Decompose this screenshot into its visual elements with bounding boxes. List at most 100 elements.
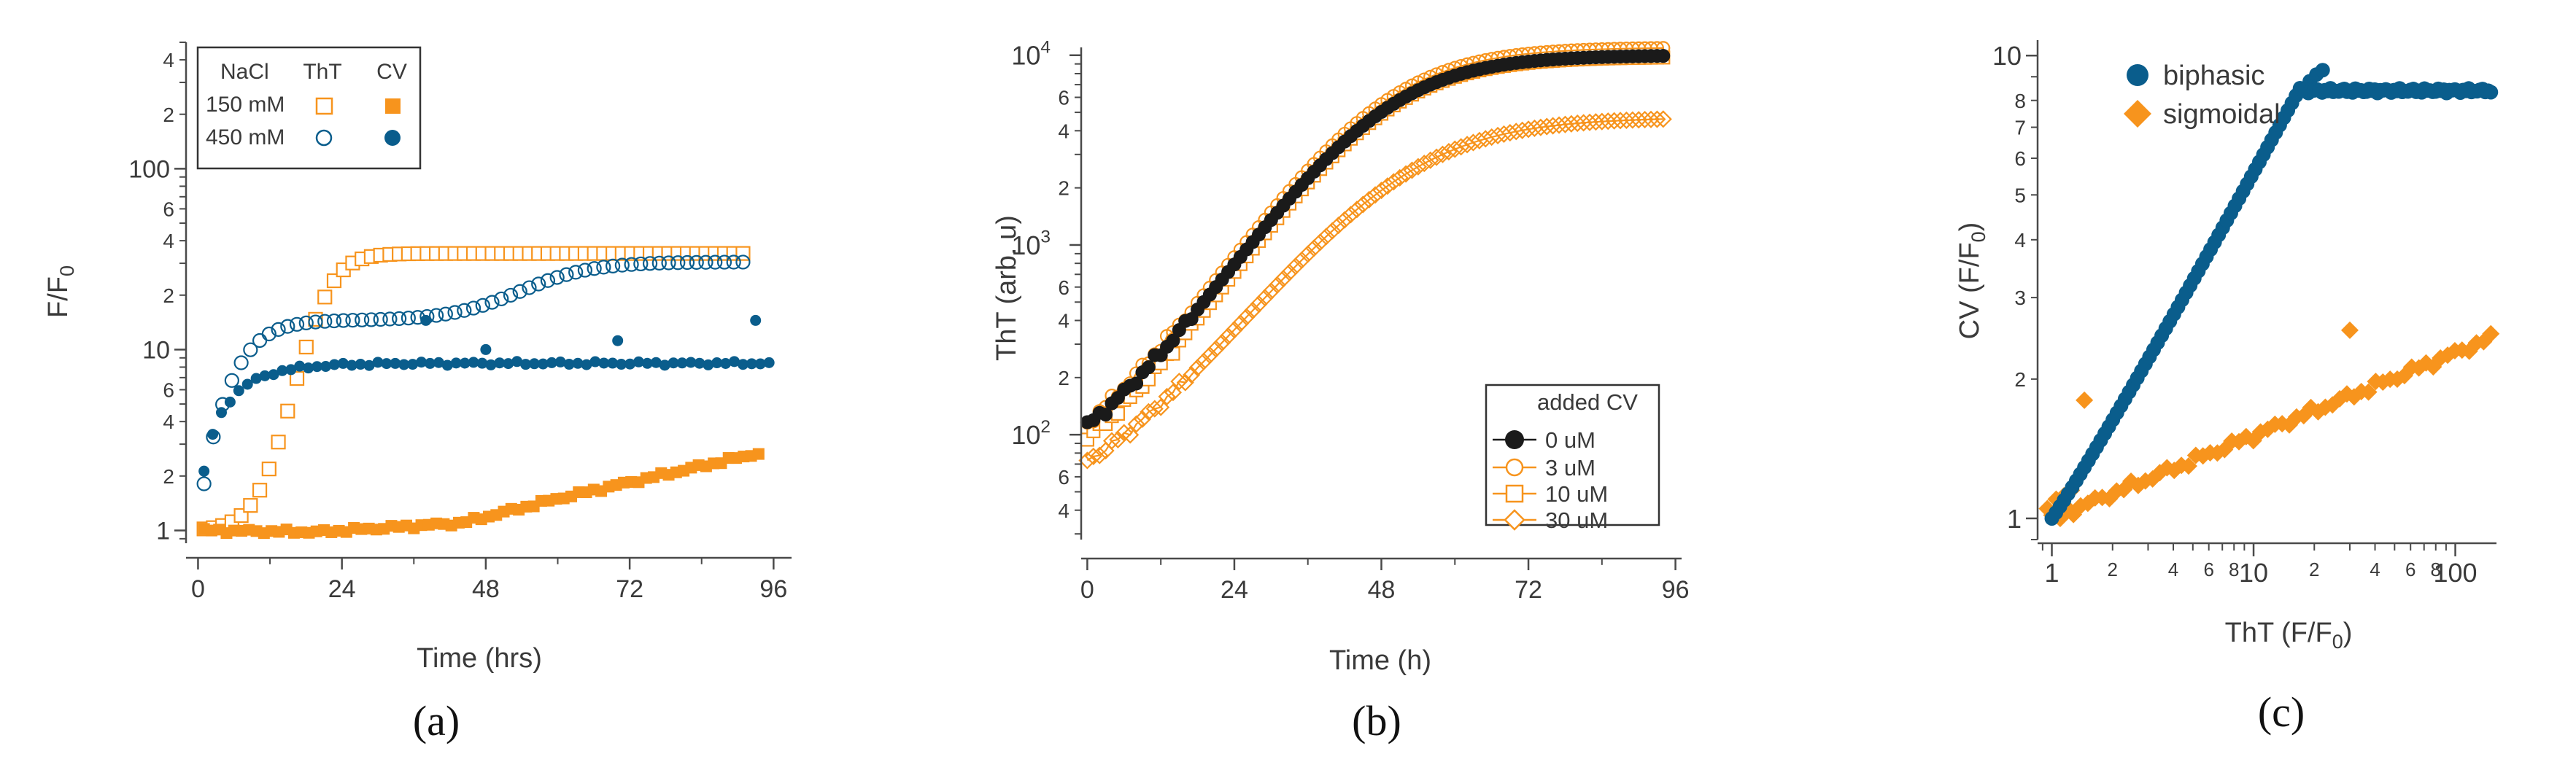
150-mm-tht-point [271,435,286,450]
x-tick-label: 72 [1515,576,1542,604]
30-um-point [1299,245,1317,263]
450-mm-tht-point [243,342,258,357]
30-um-point [1084,447,1102,465]
30-um-point [1342,206,1360,224]
30-um-point [1317,228,1335,246]
panel-c-ylabel: CV (F/F0) [1954,222,1989,340]
30-um-point [1391,168,1409,187]
450-mm-cv-point [598,357,610,369]
legend-entry-3um: 3 uM [1493,455,1596,481]
30-um-point [1323,222,1342,240]
x-minor-tick-label: 4 [2370,559,2380,580]
legend-title-added-cv: added CV [1537,389,1638,415]
30-um-point [1231,314,1250,332]
legend-entry-0um-label: 0 uM [1545,427,1596,453]
y-minor-tick-label: 6 [2014,147,2026,170]
30-um-line [1086,118,1663,462]
450-mm-cv-point [312,361,323,373]
450-mm-tht-point [475,298,490,313]
450-mm-tht-point [196,476,212,491]
30-um-point [1158,387,1176,405]
450-mm-cv-point [528,358,540,370]
30-um-point [1170,373,1188,391]
y-minor-tick-label: 2 [1058,177,1070,200]
450-mm-tht-point [484,295,500,310]
30-um-point [1421,151,1439,169]
y-minor-tick-label: 4 [163,230,174,252]
x-minor-tick-label: 6 [2203,559,2213,580]
450-mm-cv-point [676,357,688,369]
450-mm-cv-point [554,356,566,368]
450-mm-cv-point [372,357,384,368]
450-mm-cv-point [737,359,749,370]
y-major-tick-label: 103 [1011,228,1051,260]
450-mm-tht-point [689,254,704,270]
450-mm-cv-point [424,357,436,369]
450-mm-cv-point [337,357,349,369]
30-um-point [1194,352,1213,370]
y-minor-tick-label: 5 [2014,184,2026,206]
30-um-point [1648,110,1666,128]
30-um-point [1176,373,1194,392]
30-um-point [1397,165,1415,183]
450-mm-cv-point [746,358,757,370]
450-mm-tht-point [271,322,286,337]
y-minor-tick-label: 4 [2014,229,2026,252]
y-minor-tick-label: 3 [2014,287,2026,309]
150-mm-tht-point [280,403,295,419]
450-mm-tht-point [308,314,323,330]
450-mm-cv-point [303,362,314,374]
legend-entry-10um-label: 10 uM [1545,481,1608,507]
y-major-tick-exponent: 2 [1040,417,1051,437]
450-mm-tht-point [465,300,481,316]
30-um-point [1409,158,1427,176]
30-um-point [1121,426,1140,444]
x-minor-tick-label: 6 [2405,559,2416,580]
450-mm-tht-point [568,265,584,280]
sigmoidal-point [2179,457,2197,475]
legend-entry-sigmoidal-label: sigmoidal [2163,99,2281,130]
450-mm-tht-point [447,305,463,320]
30-um-point [1446,140,1464,158]
450-mm-tht-point [457,303,472,318]
y-major-tick-label: 100 [128,156,170,184]
450-mm-cv-point [459,357,471,369]
450-mm-cv-point [294,360,306,372]
450-mm-cv-point [390,357,401,369]
450-mm-tht-point [549,270,565,285]
30-um-point [1611,112,1630,130]
panel-c-legend: biphasic sigmoidal [2124,61,2281,130]
450-mm-cv-point [685,357,697,368]
legend-entry-0um: 0 uM [1493,427,1596,453]
30-um-point [1366,186,1385,204]
30-um-point [1133,410,1152,428]
30-um-point [1244,301,1262,319]
450-mm-cv-point [616,359,627,370]
y-minor-tick-label: 6 [1058,276,1070,299]
sigmoidal-point [2395,367,2413,385]
30-um-point [1452,138,1470,156]
150-mm-tht-point [261,462,276,477]
x-major-tick-label: 10 [2239,558,2268,588]
legend-entry-biphasic-label: biphasic [2163,61,2264,91]
panel-a-data-marks [196,246,775,540]
panel-a-label: (a) [413,697,460,744]
30-um-point [1207,340,1225,358]
450-mm-tht-point [559,267,574,282]
150-mm-tht-point [326,273,342,289]
450-mm-tht-point [651,255,667,271]
450-mm-cv-point [259,370,271,381]
150-mm-tht-point [289,370,305,386]
sigmoidal-point [2340,321,2359,339]
450-mm-cv-point [346,359,357,371]
y-minor-tick-label: 6 [1058,87,1070,109]
panel-a-xlabel: Time (hrs) [417,643,542,674]
30-um-point [1360,190,1378,209]
450-mm-tht-point [661,255,676,271]
30-um-point [1091,446,1109,464]
x-major-tick-label: 1 [2045,558,2059,588]
450-mm-tht-point [614,257,630,273]
